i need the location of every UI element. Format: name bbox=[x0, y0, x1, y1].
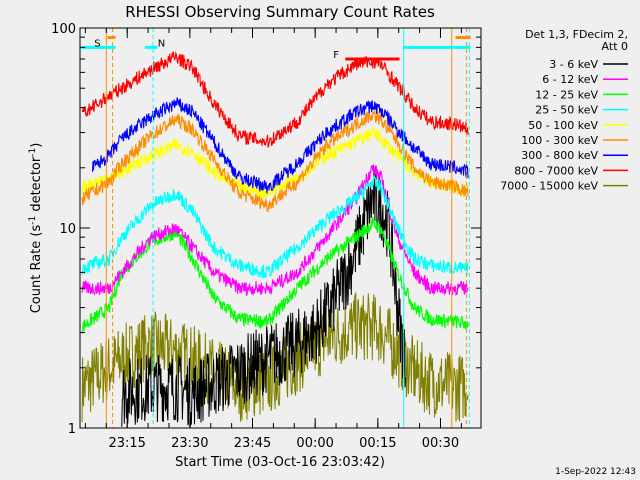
x-tick-label: 00:00 bbox=[296, 436, 333, 451]
series-line bbox=[91, 97, 469, 194]
flag-label: N bbox=[158, 38, 165, 49]
legend-header: Det 1,3, FDecim 2, bbox=[525, 28, 628, 41]
legend-entry-label: 100 - 300 keV bbox=[521, 134, 598, 147]
y-axis-label-part: Count Rate (s bbox=[29, 225, 44, 314]
legend-entry-label: 6 - 12 keV bbox=[542, 73, 598, 86]
y-axis-label: Count Rate (s-1 detector-1) bbox=[28, 143, 44, 314]
series-layer bbox=[81, 51, 469, 427]
legend-entry-label: 3 - 6 keV bbox=[549, 58, 598, 71]
x-tick-label: 00:30 bbox=[422, 436, 459, 451]
flag-label: S bbox=[94, 38, 100, 49]
x-tick-label: 23:30 bbox=[171, 436, 208, 451]
axis-layer: 1 10 100 23:15 23:30 23:45 00:00 00:15 00:30 bbox=[51, 22, 481, 451]
x-tick-label: 23:15 bbox=[108, 436, 145, 451]
flag-label: F bbox=[333, 50, 339, 61]
legend-entry-label: 800 - 7000 keV bbox=[514, 164, 598, 177]
x-tick-label: 23:45 bbox=[234, 436, 271, 451]
legend-entry-label: 7000 - 15000 keV bbox=[500, 180, 598, 193]
legend-header: Att 0 bbox=[602, 40, 628, 53]
y-tick-label: 10 bbox=[59, 222, 76, 237]
legend-entry-label: 300 - 800 keV bbox=[521, 149, 598, 162]
y-axis-label-part: ) bbox=[29, 143, 44, 148]
x-tick-label: 00:15 bbox=[359, 436, 396, 451]
y-tick-label: 100 bbox=[51, 22, 76, 37]
legend-entry-label: 50 - 100 keV bbox=[528, 119, 598, 132]
y-axis-label-part: -1 bbox=[28, 216, 38, 225]
chart-title: RHESSI Observing Summary Count Rates bbox=[125, 3, 435, 21]
footer-timestamp: 1-Sep-2022 12:43 bbox=[555, 467, 636, 477]
y-axis-label-part: -1 bbox=[28, 148, 38, 157]
marker-layer: S N F bbox=[81, 28, 471, 428]
series-line bbox=[81, 51, 469, 148]
y-axis-label-part: detector bbox=[29, 156, 44, 216]
legend: Det 1,3, FDecim 2,Att 0 3 - 6 keV 6 - 12 k… bbox=[500, 28, 628, 193]
legend-entry-label: 12 - 25 keV bbox=[535, 88, 598, 101]
y-tick-label: 1 bbox=[68, 422, 76, 437]
series-line bbox=[81, 215, 469, 334]
legend-entry-label: 25 - 50 keV bbox=[535, 104, 598, 117]
series-line bbox=[121, 168, 406, 427]
x-axis-label: Start Time (03-Oct-16 23:03:42) bbox=[175, 455, 385, 470]
